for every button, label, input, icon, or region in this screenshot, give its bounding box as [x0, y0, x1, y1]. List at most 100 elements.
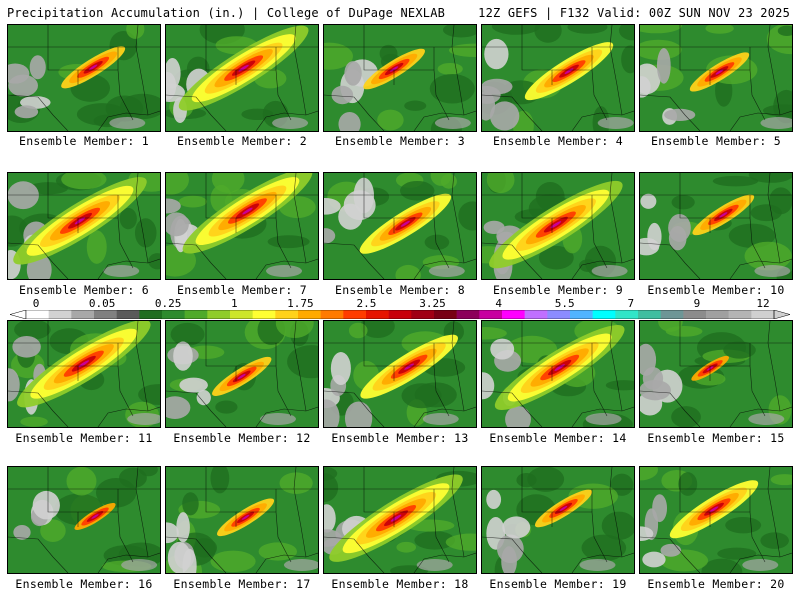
colorbar-tick-label: 0.25	[154, 297, 182, 310]
colorbar-swatch	[366, 310, 389, 319]
ensemble-member-label: Ensemble Member: 7	[176, 283, 308, 297]
colorbar-swatch	[547, 310, 571, 319]
colorbar-swatch	[660, 310, 684, 319]
ensemble-member-label: Ensemble Member: 1	[18, 134, 150, 148]
colorbar-swatch	[751, 310, 775, 319]
ensemble-member-label: Ensemble Member: 10	[647, 283, 785, 297]
ensemble-map-panel[interactable]	[7, 466, 161, 574]
precip-map	[482, 467, 634, 573]
precip-map	[8, 25, 160, 131]
colorbar-swatch	[298, 310, 321, 319]
colorbar-tick-label: 1.75	[287, 297, 314, 310]
ensemble-map-panel[interactable]	[165, 466, 319, 574]
colorbar-swatch	[116, 310, 140, 319]
colorbar-tick-label: 5.5	[554, 297, 575, 310]
model-run-info: 12Z GEFS | F132 Valid: 00Z SUN NOV 23 20…	[478, 6, 790, 20]
ensemble-member-label: Ensemble Member: 4	[492, 134, 624, 148]
colorbar-swatch	[570, 310, 593, 319]
colorbar-swatch	[48, 310, 72, 319]
colorbar-tick-label: 3.25	[419, 297, 446, 310]
ensemble-map-panel[interactable]	[639, 320, 793, 428]
ensemble-member-label: Ensemble Member: 20	[647, 577, 785, 591]
ensemble-map-panel[interactable]	[481, 466, 635, 574]
ensemble-map-panel[interactable]	[481, 24, 635, 132]
colorbar-swatch	[94, 310, 117, 319]
colorbar-tick-label: 0.05	[88, 297, 116, 310]
ensemble-map-panel[interactable]	[165, 172, 319, 280]
ensemble-map-panel[interactable]	[7, 320, 161, 428]
precip-map	[8, 321, 160, 427]
precip-map	[482, 173, 634, 279]
ensemble-member-label: Ensemble Member: 19	[489, 577, 627, 591]
ensemble-map-panel[interactable]	[165, 320, 319, 428]
ensemble-map-panel[interactable]	[639, 24, 793, 132]
colorbar-tick-label: 0	[32, 297, 40, 310]
colorbar-tick-label: 4	[495, 297, 502, 310]
colorbar-tick-label: 1	[230, 297, 238, 310]
colorbar-tick-label: 2.5	[356, 297, 377, 310]
ensemble-map-panel[interactable]	[481, 172, 635, 280]
ensemble-member-label: Ensemble Member: 2	[176, 134, 308, 148]
ensemble-member-label: Ensemble Member: 11	[15, 431, 153, 445]
colorbar-swatch	[139, 310, 163, 319]
colorbar-swatch	[26, 310, 49, 319]
ensemble-map-panel[interactable]	[639, 172, 793, 280]
precip-map	[640, 173, 792, 279]
precip-map	[324, 173, 476, 279]
ensemble-map-panel[interactable]	[639, 466, 793, 574]
colorbar-swatch	[230, 310, 253, 319]
colorbar-swatch	[343, 310, 367, 319]
ensemble-map-panel[interactable]	[7, 24, 161, 132]
precip-map	[8, 173, 160, 279]
precip-map	[640, 321, 792, 427]
colorbar-swatch	[434, 310, 457, 319]
colorbar-swatch	[706, 310, 729, 319]
colorbar-swatch	[411, 310, 435, 319]
precip-map	[166, 467, 318, 573]
ensemble-map-panel[interactable]	[7, 172, 161, 280]
colorbar-swatch	[275, 310, 299, 319]
colorbar-swatch	[524, 310, 548, 319]
ensemble-member-label: Ensemble Member: 18	[331, 577, 469, 591]
ensemble-map-panel[interactable]	[323, 24, 477, 132]
colorbar-labels: 0 0.05 0.25 1 1.75 2.5 3.25 4 5.5 7 9 12	[0, 297, 800, 310]
colorbar-swatch	[456, 310, 480, 319]
ensemble-member-label: Ensemble Member: 13	[331, 431, 469, 445]
colorbar-swatch	[592, 310, 616, 319]
ensemble-member-label: Ensemble Member: 17	[173, 577, 311, 591]
precip-map	[166, 321, 318, 427]
ensemble-member-label: Ensemble Member: 12	[173, 431, 311, 445]
precip-map	[482, 25, 634, 131]
ensemble-member-label: Ensemble Member: 9	[492, 283, 624, 297]
precip-map	[8, 467, 160, 573]
ensemble-map-panel[interactable]	[323, 172, 477, 280]
colorbar-swatch	[479, 310, 503, 319]
precip-map	[640, 467, 792, 573]
colorbar-swatch	[252, 310, 276, 319]
ensemble-map-panel[interactable]	[165, 24, 319, 132]
precip-map	[166, 173, 318, 279]
colorbar-swatch	[320, 310, 344, 319]
colorbar-tick-label: 7	[627, 297, 635, 310]
colorbar-swatch	[207, 310, 231, 319]
colorbar-tick-label: 12	[756, 297, 770, 310]
colorbar-swatch	[683, 310, 707, 319]
ensemble-map-panel[interactable]	[323, 320, 477, 428]
colorbar-swatch	[71, 310, 95, 319]
precip-map	[482, 321, 634, 427]
ensemble-member-label: Ensemble Member: 3	[334, 134, 466, 148]
colorbar-swatch	[184, 310, 208, 319]
ensemble-member-label: Ensemble Member: 15	[647, 431, 785, 445]
ensemble-map-panel[interactable]	[481, 320, 635, 428]
colorbar-min-arrow	[10, 310, 27, 319]
colorbar-swatch	[638, 310, 661, 319]
precip-map	[324, 25, 476, 131]
ensemble-member-label: Ensemble Member: 8	[334, 283, 466, 297]
ensemble-map-panel[interactable]	[323, 466, 477, 574]
precip-map	[324, 467, 476, 573]
map-title: Precipitation Accumulation (in.) | Colle…	[7, 6, 446, 20]
precip-map	[166, 25, 318, 131]
precip-map	[324, 321, 476, 427]
colorbar-tick-label: 9	[693, 297, 701, 310]
colorbar	[10, 310, 790, 319]
